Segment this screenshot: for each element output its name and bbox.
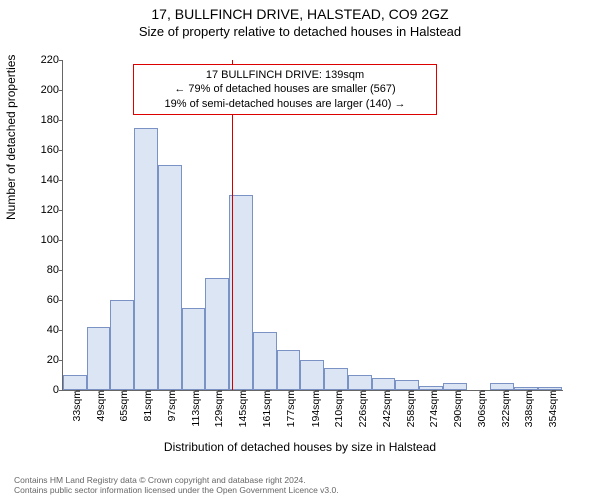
attribution-footer: Contains HM Land Registry data © Crown c… (14, 475, 339, 496)
histogram-bar (419, 386, 443, 391)
x-tick-label: 354sqm (543, 390, 559, 427)
x-tick-label: 194sqm (306, 390, 322, 427)
histogram-bar (395, 380, 419, 391)
x-tick-label: 161sqm (257, 390, 273, 427)
x-tick-label: 258sqm (401, 390, 417, 427)
histogram-bar (182, 308, 206, 391)
x-tick-label: 81sqm (138, 390, 154, 422)
x-tick-label: 49sqm (91, 390, 107, 422)
histogram-bar (348, 375, 372, 390)
page-title: 17, BULLFINCH DRIVE, HALSTEAD, CO9 2GZ (0, 0, 600, 22)
x-axis-label: Distribution of detached houses by size … (0, 440, 600, 454)
histogram-bar (372, 378, 396, 390)
x-tick-label: 322sqm (496, 390, 512, 427)
x-tick-label: 290sqm (448, 390, 464, 427)
x-tick-label: 274sqm (424, 390, 440, 427)
histogram-bar (300, 360, 324, 390)
x-tick-label: 113sqm (186, 390, 202, 427)
x-tick-label: 33sqm (67, 390, 83, 422)
page-subtitle: Size of property relative to detached ho… (0, 22, 600, 39)
y-axis-label: Number of detached properties (4, 55, 18, 220)
x-tick-label: 306sqm (472, 390, 488, 427)
x-tick-label: 210sqm (329, 390, 345, 427)
histogram-bar (443, 383, 467, 391)
histogram-bar (490, 383, 514, 391)
x-tick-label: 97sqm (162, 390, 178, 422)
histogram-bar (324, 368, 348, 391)
x-tick-label: 177sqm (281, 390, 297, 427)
histogram-bar (63, 375, 87, 390)
x-tick-label: 226sqm (353, 390, 369, 427)
info-box-line: 17 BULLFINCH DRIVE: 139sqm (140, 68, 430, 82)
footer-line-1: Contains HM Land Registry data © Crown c… (14, 475, 339, 486)
histogram-plot: 02040608010012014016018020022033sqm49sqm… (62, 60, 563, 391)
histogram-bar (514, 387, 538, 390)
histogram-bar (538, 387, 562, 390)
x-tick-label: 242sqm (377, 390, 393, 427)
histogram-bar (253, 332, 277, 391)
info-box-line: 19% of semi-detached houses are larger (… (140, 97, 430, 111)
info-box-line: ← 79% of detached houses are smaller (56… (140, 82, 430, 96)
histogram-bar (110, 300, 134, 390)
x-tick-label: 338sqm (519, 390, 535, 427)
footer-line-2: Contains public sector information licen… (14, 485, 339, 496)
histogram-bar (158, 165, 182, 390)
property-info-box: 17 BULLFINCH DRIVE: 139sqm← 79% of detac… (133, 64, 437, 115)
x-tick-label: 145sqm (233, 390, 249, 427)
histogram-bar (87, 327, 111, 390)
x-tick-label: 65sqm (114, 390, 130, 422)
x-tick-label: 129sqm (209, 390, 225, 427)
histogram-bar (205, 278, 229, 391)
histogram-bar (134, 128, 158, 391)
histogram-bar (277, 350, 301, 391)
